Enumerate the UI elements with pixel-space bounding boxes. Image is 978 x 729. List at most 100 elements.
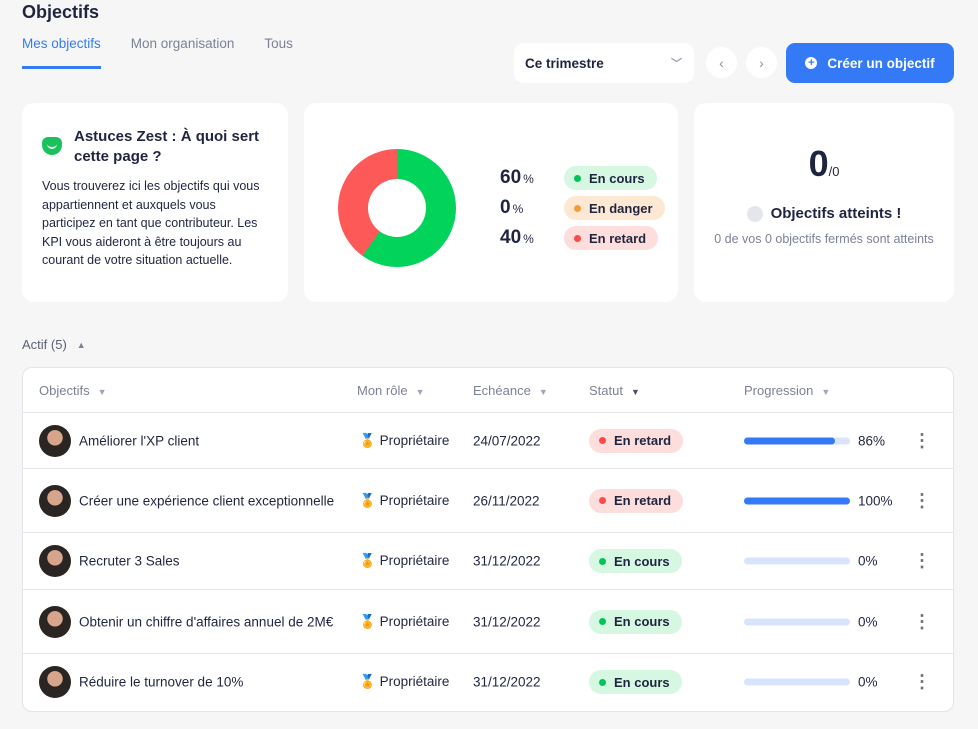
table-row[interactable]: Créer une expérience client exceptionnel… [23, 469, 953, 533]
tip-card: Astuces Zest : À quoi sert cette page ? … [22, 103, 288, 302]
status-label: En cours [614, 674, 670, 690]
tip-text: Vous trouverez ici les objectifs qui vou… [42, 179, 260, 267]
objective-name[interactable]: Créer une expérience client exceptionnel… [79, 493, 335, 508]
circle-icon [746, 205, 763, 222]
progress-bar [744, 497, 850, 504]
col-statut[interactable]: Statut ▼ [589, 383, 640, 398]
dot-icon [599, 437, 606, 444]
due-date: 24/07/2022 [473, 433, 541, 448]
progress-bar [744, 618, 850, 625]
avatar [39, 545, 71, 577]
avatar [39, 605, 71, 638]
more-options-icon[interactable]: ⋮ [913, 671, 931, 692]
due-date: 31/12/2022 [473, 614, 541, 629]
plus-circle-icon: + [805, 57, 818, 69]
legend-en-danger: 0% En danger [500, 193, 665, 223]
objective-name[interactable]: Recruter 3 Sales [79, 553, 180, 569]
role: 🏅 Propriétaire [359, 493, 449, 509]
objective-name[interactable]: Obtenir un chiffre d'affaires annuel de … [79, 614, 334, 629]
role-label: Propriétaire [379, 432, 450, 448]
objectives-table: Objectifs ▼ Mon rôle ▼ Echéance ▼ Statut ▼ P… [22, 367, 954, 712]
table-row[interactable]: Recruter 3 Sales 🏅 Propriétaire 31/12/20… [23, 533, 953, 590]
medal-icon: 🏅 [359, 492, 376, 508]
more-options-icon[interactable]: ⋮ [913, 490, 931, 510]
legend-en-retard: 40% En retard [500, 223, 665, 253]
pct-unit: % [523, 232, 534, 246]
status-badge: En retard [589, 488, 684, 513]
col-label: Statut [589, 383, 623, 398]
dot-icon [599, 497, 606, 504]
table-row[interactable]: Améliorer l'XP client 🏅 Propriétaire 24/… [23, 413, 953, 469]
dot-icon [574, 204, 581, 212]
tab-mes-objectifs[interactable]: Mes objectifs [22, 36, 101, 69]
status-donut-chart [338, 149, 456, 267]
status-label: En retard [614, 433, 672, 448]
section-label: Actif (5) [22, 337, 67, 352]
previous-period-button[interactable]: ‹ [706, 47, 737, 78]
status-kpi-card: 60% En cours 0% En danger 40% En retard [304, 103, 678, 302]
caret-up-icon: ▲ [76, 339, 86, 350]
table-row[interactable]: Réduire le turnover de 10% 🏅 Propriétair… [23, 654, 953, 710]
page-title: Objectifs [22, 2, 100, 22]
active-section-toggle[interactable]: Actif (5) ▲ [22, 337, 86, 352]
create-objective-button[interactable]: + Créer un objectif [786, 43, 954, 83]
status-legend: 60% En cours 0% En danger 40% En retard [500, 163, 665, 253]
achieved-count: 0 [808, 143, 829, 184]
badge-label: En danger [589, 200, 653, 216]
role-label: Propriétaire [379, 613, 450, 629]
pct-value: 40 [500, 227, 522, 248]
more-options-icon[interactable]: ⋮ [913, 611, 931, 631]
role: 🏅 Propriétaire [359, 433, 449, 449]
sort-icon: ▼ [415, 387, 425, 397]
period-select[interactable]: Ce trimestre ﹀ [514, 43, 694, 83]
next-period-button[interactable]: › [746, 47, 777, 78]
progress-value: 0% [858, 614, 878, 629]
progress-value: 100% [858, 493, 893, 508]
achieved-card: 0/0 Objectifs atteints ! 0 de vos 0 obje… [694, 103, 954, 302]
progress-fill [744, 497, 850, 504]
more-options-icon[interactable]: ⋮ [913, 550, 931, 571]
tab-mon-organisation[interactable]: Mon organisation [130, 36, 235, 51]
tab-tous[interactable]: Tous [264, 36, 293, 51]
chevron-down-icon: ﹀ [671, 58, 682, 70]
status-label: En cours [614, 614, 670, 629]
period-value: Ce trimestre [525, 55, 604, 71]
achieved-label: Objectifs atteints ! [770, 205, 902, 222]
sort-icon: ▼ [538, 387, 548, 397]
sort-icon: ▼ [821, 387, 831, 397]
progress-fill [744, 437, 836, 444]
dot-icon [574, 234, 581, 242]
legend-en-cours: 60% En cours [500, 163, 665, 193]
table-row[interactable]: Obtenir un chiffre d'affaires annuel de … [23, 590, 953, 654]
role: 🏅 Propriétaire [359, 614, 449, 630]
status-badge: En cours [589, 670, 682, 694]
badge-label: En cours [589, 170, 645, 186]
col-echeance[interactable]: Echéance ▼ [473, 383, 548, 398]
dot-icon [599, 557, 606, 565]
objective-name[interactable]: Améliorer l'XP client [79, 433, 200, 448]
achieved-total: /0 [828, 164, 840, 179]
progress-bar [744, 557, 850, 565]
dot-icon [574, 174, 581, 182]
status-label: En retard [614, 493, 672, 508]
medal-icon: 🏅 [359, 674, 376, 689]
chevron-left-icon: ‹ [719, 54, 724, 71]
objective-name[interactable]: Réduire le turnover de 10% [79, 674, 244, 690]
medal-icon: 🏅 [359, 613, 376, 629]
achieved-subtext: 0 de vos 0 objectifs fermés sont atteint… [714, 232, 934, 246]
col-progression[interactable]: Progression ▼ [744, 383, 830, 398]
more-options-icon[interactable]: ⋮ [913, 430, 931, 450]
table-header: Objectifs ▼ Mon rôle ▼ Echéance ▼ Statut ▼ P… [23, 368, 953, 413]
col-role[interactable]: Mon rôle ▼ [357, 383, 425, 398]
role-label: Propriétaire [379, 553, 450, 568]
status-badge: En retard [589, 428, 684, 453]
status-badge: En cours [589, 609, 682, 634]
sort-icon: ▼ [630, 387, 640, 397]
status-badge: En retard [564, 226, 659, 250]
col-label: Echéance [473, 383, 531, 398]
due-date: 26/11/2022 [473, 493, 540, 508]
progress-bar [744, 437, 850, 444]
avatar [39, 424, 71, 457]
avatar [39, 666, 71, 698]
col-objectifs[interactable]: Objectifs ▼ [39, 383, 107, 398]
